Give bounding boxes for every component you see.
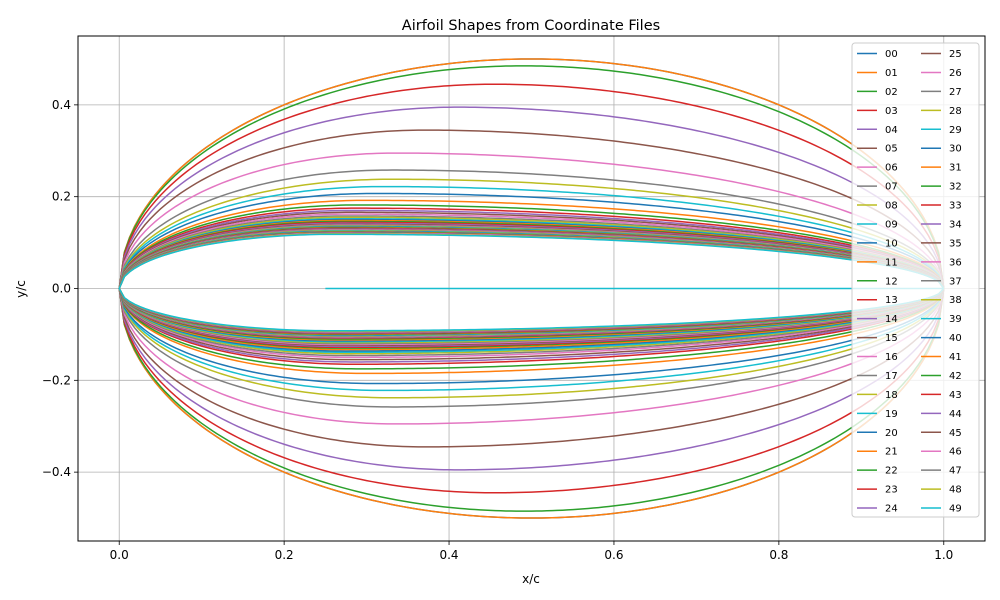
legend-label: 49 <box>949 504 962 515</box>
legend-label: 43 <box>949 390 962 401</box>
legend-label: 04 <box>885 125 898 136</box>
legend-label: 16 <box>885 352 898 363</box>
x-tick-label: 1.0 <box>934 548 953 562</box>
legend-label: 09 <box>885 219 898 230</box>
legend-label: 00 <box>885 49 898 60</box>
legend-label: 26 <box>949 68 962 79</box>
legend-label: 02 <box>885 87 898 98</box>
y-tick-label: 0.2 <box>52 190 71 204</box>
legend-label: 36 <box>949 257 962 268</box>
legend-label: 22 <box>885 466 898 477</box>
legend-label: 03 <box>885 106 898 117</box>
x-tick-label: 0.0 <box>110 548 129 562</box>
x-tick-label: 0.2 <box>275 548 294 562</box>
legend-label: 15 <box>885 333 898 344</box>
legend-label: 37 <box>949 276 962 287</box>
legend-label: 08 <box>885 201 898 212</box>
legend-label: 23 <box>885 485 898 496</box>
legend-label: 48 <box>949 485 962 496</box>
legend-label: 24 <box>885 504 898 515</box>
legend-label: 39 <box>949 314 962 325</box>
legend-label: 31 <box>949 163 962 174</box>
y-axis-label: y/c <box>14 280 28 298</box>
legend-label: 42 <box>949 371 962 382</box>
legend-label: 18 <box>885 390 898 401</box>
y-tick-label: −0.2 <box>42 373 71 387</box>
legend-label: 11 <box>885 257 898 268</box>
legend: 00 01 02 03 04 05 06 07 08 09 10 11 12 13 14 15 16 17 18 19… <box>851 42 980 518</box>
legend-label: 44 <box>949 409 962 420</box>
legend-label: 47 <box>949 466 962 477</box>
legend-label: 17 <box>885 371 898 382</box>
legend-label: 12 <box>885 276 898 287</box>
axis-ticks: 0.0 0.2 0.4 0.6 0.8 1.0 −0.4 −0.2 0.0 0.2 0.4 <box>42 98 953 562</box>
y-tick-label: 0.0 <box>52 282 71 296</box>
legend-label: 40 <box>949 333 962 344</box>
y-tick-label: 0.4 <box>52 98 71 112</box>
series-line-49 <box>118 233 945 332</box>
legend-label: 19 <box>885 409 898 420</box>
legend-label: 05 <box>885 144 898 155</box>
legend-label: 01 <box>885 68 898 79</box>
x-tick-label: 0.8 <box>769 548 788 562</box>
legend-label: 41 <box>949 352 962 363</box>
x-tick-label: 0.6 <box>604 548 623 562</box>
legend-label: 33 <box>949 201 962 212</box>
legend-label: 20 <box>885 428 898 439</box>
legend-label: 07 <box>885 182 898 193</box>
legend-label: 30 <box>949 144 962 155</box>
x-tick-label: 0.4 <box>439 548 458 562</box>
legend-label: 38 <box>949 295 962 306</box>
legend-label: 46 <box>949 447 962 458</box>
legend-label: 32 <box>949 182 962 193</box>
x-axis-label: x/c <box>522 572 540 586</box>
plot-curves <box>118 58 945 519</box>
legend-label: 10 <box>885 238 898 249</box>
legend-label: 34 <box>949 219 962 230</box>
legend-label: 25 <box>949 49 962 60</box>
legend-label: 14 <box>885 314 898 325</box>
y-tick-label: −0.4 <box>42 465 71 479</box>
legend-label: 27 <box>949 87 962 98</box>
legend-label: 06 <box>885 163 898 174</box>
legend-label: 13 <box>885 295 898 306</box>
legend-label: 45 <box>949 428 962 439</box>
legend-label: 29 <box>949 125 962 136</box>
legend-label: 21 <box>885 447 898 458</box>
chart-title: Airfoil Shapes from Coordinate Files <box>402 18 660 34</box>
legend-label: 35 <box>949 238 962 249</box>
legend-box <box>851 42 980 518</box>
legend-label: 28 <box>949 106 962 117</box>
